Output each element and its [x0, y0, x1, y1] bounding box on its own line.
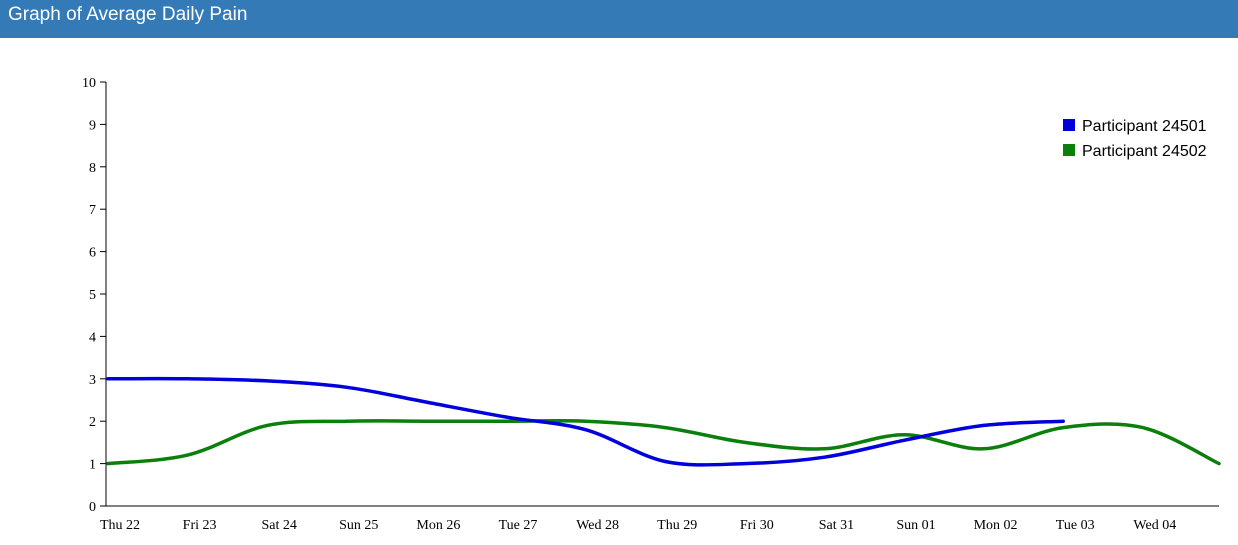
series-layer: [106, 376, 1221, 467]
x-tick-label: Fri 30: [740, 518, 774, 533]
y-tick-label: 6: [89, 246, 96, 261]
y-tick-label: 1: [89, 458, 96, 473]
page-title: Graph of Average Daily Pain: [8, 4, 248, 25]
x-tick-label: Sun 01: [896, 518, 935, 533]
x-tick-label: Wed 04: [1133, 518, 1176, 533]
y-tick-label: 0: [89, 500, 96, 515]
y-tick-label: 7: [89, 203, 96, 218]
y-tick-label: 2: [89, 415, 96, 430]
y-tick-label: 3: [89, 373, 96, 388]
x-tick-label: Mon 02: [974, 518, 1018, 533]
x-tick-label: Wed 28: [576, 518, 619, 533]
x-tick-label: Sat 24: [262, 518, 297, 533]
legend-label: Participant 24501: [1082, 118, 1207, 135]
x-axis: Thu 22 Fri 23 Sat 24 Sun 25 Mon 26 Tue 27 Wed …: [100, 505, 1219, 533]
y-tick-label: 9: [89, 118, 96, 133]
x-tick-label: Sat 31: [819, 518, 854, 533]
y-tick-label: 8: [89, 161, 96, 176]
x-tick-label: Mon 26: [416, 518, 460, 533]
series-line-participant-24501: [106, 376, 1065, 467]
y-tick-label: 5: [89, 288, 96, 303]
x-tick-label: Fri 23: [183, 518, 217, 533]
y-tick-label: 4: [89, 330, 96, 345]
legend: Participant 24501 Participant 24502: [1063, 118, 1207, 160]
legend-swatch: [1063, 144, 1075, 156]
x-tick-label: Tue 03: [1056, 518, 1095, 533]
y-axis: 0 1 2 3 4 5 6 7 8 9 10: [82, 76, 107, 515]
x-tick-label: Thu 29: [657, 518, 697, 533]
legend-swatch: [1063, 119, 1075, 131]
y-tick-label: 10: [82, 76, 96, 91]
x-tick-label: Tue 27: [499, 518, 538, 533]
x-tick-label: Sun 25: [339, 518, 378, 533]
header-bar: Graph of Average Daily Pain: [0, 0, 1238, 38]
series-line-participant-24502: [106, 418, 1221, 466]
legend-label: Participant 24502: [1082, 143, 1207, 160]
x-tick-label: Thu 22: [100, 518, 140, 533]
